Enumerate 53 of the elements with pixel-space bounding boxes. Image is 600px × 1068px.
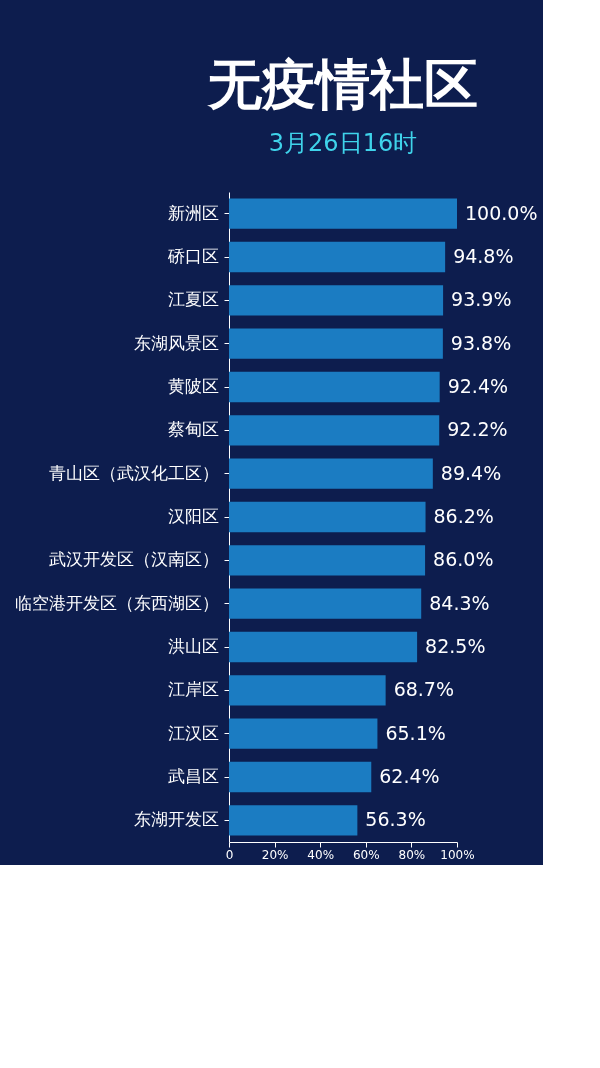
x-tick-label: 40% xyxy=(307,847,335,862)
bar xyxy=(229,371,440,403)
bar xyxy=(229,285,444,316)
data-label: 65.1% xyxy=(385,721,446,744)
y-tick-label: 黄陂区 xyxy=(167,376,219,396)
data-label: 56.3% xyxy=(365,808,426,831)
y-tick-label: 硚口区 xyxy=(166,246,219,266)
y-tick-label: 江汉区 xyxy=(167,722,219,743)
x-tick-label: 60% xyxy=(352,847,380,862)
bar xyxy=(229,198,457,229)
y-tick-label: 江岸区 xyxy=(167,679,219,700)
bar xyxy=(229,415,440,446)
bar xyxy=(229,805,358,836)
y-tick-label: 青山区（武汉化工区） xyxy=(48,462,219,483)
y-tick-label: 江夏区 xyxy=(167,289,219,310)
bar xyxy=(229,631,418,663)
y-tick-label: 东湖风景区 xyxy=(133,332,219,353)
bar xyxy=(229,241,446,273)
data-label: 84.3% xyxy=(429,591,490,614)
chart-subtitle: 3月26日16时 xyxy=(268,129,418,157)
x-tick-label: 80% xyxy=(398,847,426,862)
y-tick-label: 新洲区 xyxy=(167,202,219,223)
bar xyxy=(229,458,433,489)
data-label: 93.8% xyxy=(450,331,512,354)
y-tick-label: 临空港开发区（东西湖区） xyxy=(14,592,219,613)
data-label: 86.0% xyxy=(433,548,494,571)
y-tick-label: 东湖开发区 xyxy=(133,809,219,830)
bar xyxy=(229,761,372,793)
bar xyxy=(229,588,422,619)
data-label: 62.4% xyxy=(379,765,440,787)
data-label: 93.9% xyxy=(451,288,512,311)
bar xyxy=(229,675,386,706)
x-tick-label: 0 xyxy=(225,847,234,862)
data-label: 68.7% xyxy=(393,678,454,701)
data-label: 92.4% xyxy=(447,375,509,397)
chart-title: 无疫情社区 xyxy=(207,53,478,116)
data-label: 100.0% xyxy=(465,201,538,224)
data-label: 94.8% xyxy=(453,245,514,267)
bar xyxy=(229,545,426,576)
y-tick-label: 洪山区 xyxy=(167,636,219,656)
bar xyxy=(229,501,426,533)
x-tick-label: 20% xyxy=(261,847,289,862)
bar xyxy=(229,328,443,359)
y-tick-label: 武昌区 xyxy=(167,766,219,786)
y-tick-label: 蔡甸区 xyxy=(167,419,219,440)
x-tick-label: 100% xyxy=(440,847,475,862)
y-tick-label: 汉阳区 xyxy=(167,506,219,526)
data-label: 89.4% xyxy=(440,461,502,484)
data-label: 82.5% xyxy=(425,635,486,657)
y-tick-label: 武汉开发区（汉南区） xyxy=(48,549,219,570)
data-label: 86.2% xyxy=(433,505,494,527)
bar xyxy=(229,718,378,749)
data-label: 92.2% xyxy=(447,418,508,441)
